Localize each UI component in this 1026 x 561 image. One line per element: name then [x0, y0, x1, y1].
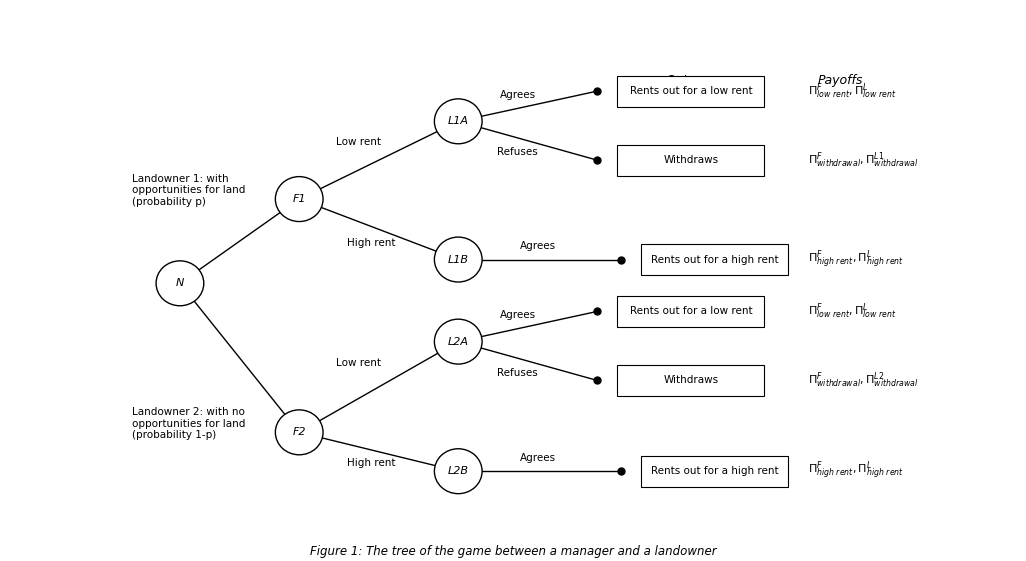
FancyBboxPatch shape [641, 244, 788, 275]
FancyBboxPatch shape [618, 296, 764, 327]
Text: Rents out for a low rent: Rents out for a low rent [630, 306, 752, 316]
Text: Refuses: Refuses [498, 367, 539, 378]
Text: L1A: L1A [447, 116, 469, 126]
FancyBboxPatch shape [618, 365, 764, 396]
Text: Rents out for a low rent: Rents out for a low rent [630, 86, 752, 96]
Ellipse shape [434, 449, 482, 494]
Text: L2A: L2A [447, 337, 469, 347]
Text: Landowner 2: with no
opportunities for land
(probability 1-p): Landowner 2: with no opportunities for l… [132, 407, 245, 440]
Text: Rents out for a high rent: Rents out for a high rent [650, 255, 779, 265]
Text: Agrees: Agrees [500, 90, 536, 100]
Text: Agrees: Agrees [520, 453, 556, 463]
FancyBboxPatch shape [618, 145, 764, 176]
FancyBboxPatch shape [641, 456, 788, 487]
Text: Withdraws: Withdraws [663, 375, 718, 385]
Text: Payoffs: Payoffs [818, 74, 863, 87]
Text: L1B: L1B [447, 255, 469, 265]
Text: High rent: High rent [347, 238, 395, 248]
Text: F2: F2 [292, 427, 306, 438]
Ellipse shape [275, 410, 323, 455]
Text: Agrees: Agrees [500, 310, 536, 320]
Ellipse shape [156, 261, 204, 306]
Text: Figure 1: The tree of the game between a manager and a landowner: Figure 1: The tree of the game between a… [310, 545, 716, 558]
Text: $\Pi^{F}_{low\ rent},\Pi^{L}_{low\ rent}$: $\Pi^{F}_{low\ rent},\Pi^{L}_{low\ rent}… [808, 302, 897, 321]
Text: L2B: L2B [447, 466, 469, 476]
Ellipse shape [434, 99, 482, 144]
Ellipse shape [275, 177, 323, 222]
Text: $\Pi^{F}_{high\ rent},\Pi^{L}_{high\ rent}$: $\Pi^{F}_{high\ rent},\Pi^{L}_{high\ ren… [808, 460, 904, 482]
Text: Withdraws: Withdraws [663, 155, 718, 165]
Text: F1: F1 [292, 194, 306, 204]
Text: Refuses: Refuses [498, 147, 539, 157]
Ellipse shape [434, 319, 482, 364]
Text: N: N [175, 278, 184, 288]
Text: $\Pi^{F}_{low\ rent},\Pi^{L}_{low\ rent}$: $\Pi^{F}_{low\ rent},\Pi^{L}_{low\ rent}… [808, 81, 897, 101]
Text: Low rent: Low rent [337, 137, 382, 147]
Text: Outcomes: Outcomes [665, 74, 728, 87]
Text: $\Pi^{F}_{high\ rent},\Pi^{L}_{high\ rent}$: $\Pi^{F}_{high\ rent},\Pi^{L}_{high\ ren… [808, 249, 904, 270]
Text: Low rent: Low rent [337, 357, 382, 367]
Text: Landowner 1: with
opportunities for land
(probability p): Landowner 1: with opportunities for land… [132, 174, 245, 207]
FancyBboxPatch shape [618, 76, 764, 107]
Text: Agrees: Agrees [520, 241, 556, 251]
Text: $\Pi^{F}_{withdrawal},\Pi^{L1}_{withdrawal}$: $\Pi^{F}_{withdrawal},\Pi^{L1}_{withdraw… [808, 150, 918, 170]
Ellipse shape [434, 237, 482, 282]
Text: $\Pi^{F}_{withdrawal},\Pi^{L2}_{withdrawal}$: $\Pi^{F}_{withdrawal},\Pi^{L2}_{withdraw… [808, 371, 918, 390]
Text: High rent: High rent [347, 458, 395, 468]
Text: Rents out for a high rent: Rents out for a high rent [650, 466, 779, 476]
